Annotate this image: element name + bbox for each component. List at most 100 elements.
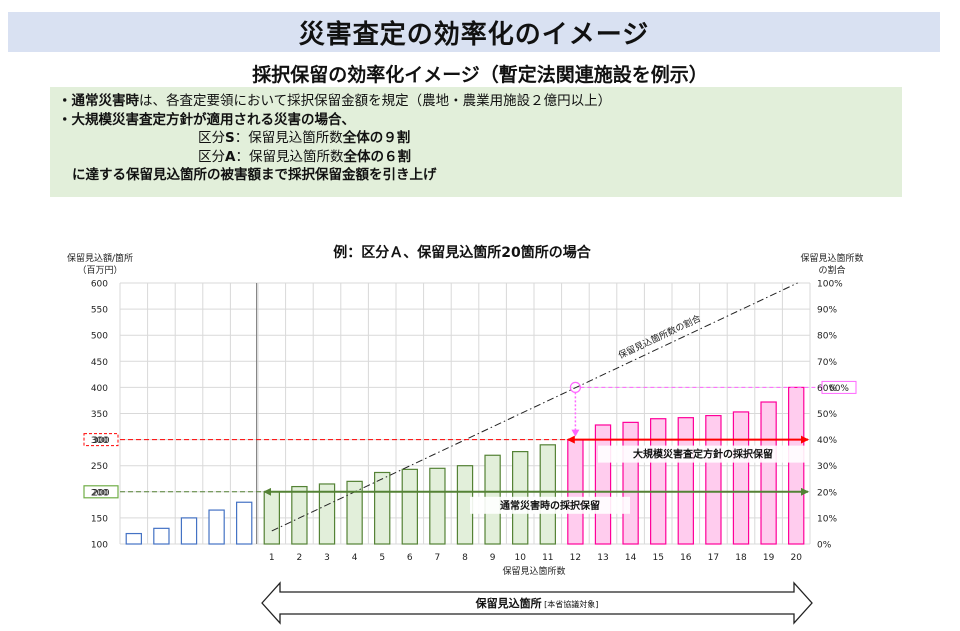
bar — [429, 467, 446, 545]
y2-tick-label: 0% — [817, 541, 832, 551]
bar — [650, 418, 667, 545]
y2-tick-label: 50% — [817, 410, 837, 420]
bar — [236, 501, 253, 545]
x-tick-label: 3 — [324, 553, 330, 563]
y-tick-label: 200 — [91, 488, 108, 498]
y2-tick-label: 20% — [817, 488, 837, 498]
bar — [208, 509, 225, 545]
page-title: 災害査定の効率化のイメージ — [298, 19, 650, 50]
bar — [291, 485, 308, 545]
note-line-1-head: ・通常災害時 — [58, 93, 139, 109]
x-tick-label: 2 — [297, 553, 303, 563]
x-tick-label: 6 — [407, 553, 413, 563]
y-tick-label: 150 — [91, 514, 108, 524]
x-tick-label: 15 — [652, 553, 663, 563]
threshold-large-value: 300 — [92, 436, 109, 446]
bottom-range-label: 保留見込箇所 [本省協議対象] — [475, 596, 599, 610]
bar — [401, 468, 418, 545]
threshold-large-box — [83, 433, 119, 447]
ratio-threshold-box — [821, 380, 857, 394]
x-tick-label: 16 — [680, 553, 692, 563]
note-line-2: ・大規模災害査定方針が適用される災害の場合、 — [58, 111, 355, 128]
chart-grid — [119, 282, 811, 545]
bottom-range-arrow — [261, 581, 813, 625]
chart-title: 例：区分Ａ、保留見込箇所20箇所の場合 — [333, 244, 591, 261]
note-box: ・通常災害時は、各査定要領において採択保留金額を規定（農地・農業用施設２億円以上… — [50, 87, 902, 197]
bar — [539, 444, 556, 545]
ratio-threshold-value: 60% — [829, 384, 849, 394]
x-tick-label: 20 — [790, 553, 802, 563]
x-tick-label: 12 — [570, 553, 581, 563]
x-axis-label: 保留見込箇所数 — [502, 565, 565, 577]
bar — [125, 532, 142, 545]
y2-axis-label-line2: の割合 — [818, 264, 845, 276]
x-tick-label: 5 — [379, 553, 385, 563]
bar — [594, 424, 612, 545]
note-line-1: ・通常災害時は、各査定要領において採択保留金額を規定（農地・農業用施設２億円以上… — [58, 92, 902, 111]
ratio-line — [271, 282, 798, 532]
bar — [318, 483, 336, 545]
note-line-3-c: ：保留見込箇所数 — [234, 130, 343, 146]
y-tick-label: 500 — [91, 332, 108, 342]
ratio-line-label: 保留見込箇所数の割合 — [616, 312, 703, 361]
bar — [732, 411, 750, 545]
bar — [677, 417, 694, 545]
title-bar: 災害査定の効率化のイメージ — [8, 12, 940, 52]
y-tick-label: 100 — [91, 541, 108, 551]
bar — [622, 421, 639, 545]
y-tick-label: 250 — [91, 462, 108, 472]
normal-hold-label: 通常災害時の採択保留 — [500, 499, 600, 512]
x-tick-label: 10 — [514, 553, 526, 563]
note-line-4: 区分A：保留見込箇所数全体の６割 — [58, 148, 902, 167]
y-axis-label-line2: （百万円） — [77, 265, 122, 276]
bar — [788, 386, 805, 545]
y-axis-label-line1: 保留見込額/箇所 — [67, 252, 133, 264]
ratio-drop-arrowhead — [571, 429, 580, 437]
normal-hold-label-bg — [470, 496, 630, 514]
note-line-4-c: ：保留見込箇所数 — [235, 148, 344, 165]
chart-overlays — [83, 282, 857, 625]
threshold-normal-box — [83, 485, 119, 499]
x-tick-label: 18 — [735, 553, 747, 563]
x-tick-label: 19 — [763, 553, 775, 563]
x-tick-label: 13 — [597, 553, 608, 563]
note-line-4-d: 全体の６割 — [343, 148, 411, 165]
y-tick-label: 300 — [91, 436, 108, 446]
bar — [374, 471, 391, 545]
large-hold-label-bg — [598, 445, 808, 463]
y-tick-label: 400 — [91, 384, 108, 394]
y2-axis-label-line1: 保留見込箇所数 — [800, 252, 863, 264]
y2-tick-label: 90% — [817, 306, 837, 316]
y2-tick-label: 40% — [817, 436, 837, 446]
note-line-3: 区分S：保留見込箇所数全体の９割 — [58, 129, 902, 148]
bar — [263, 491, 280, 545]
bar — [760, 401, 777, 545]
y-tick-label: 350 — [91, 410, 108, 420]
note-line-3-d: 全体の９割 — [342, 130, 411, 146]
y2-tick-label: 60% — [817, 384, 837, 394]
bar — [180, 517, 198, 545]
bar — [346, 480, 363, 545]
x-tick-label: 14 — [625, 553, 637, 563]
x-tick-label: 17 — [708, 553, 719, 563]
x-tick-label: 4 — [352, 553, 358, 563]
y-tick-label: 600 — [91, 280, 108, 290]
y-tick-label: 550 — [91, 306, 108, 316]
note-line-3-b: S — [225, 130, 235, 146]
page-subtitle: 採択保留の効率化イメージ（暫定法関連施設を例示） — [252, 64, 708, 86]
bar — [705, 414, 722, 545]
y2-tick-label: 100% — [817, 280, 843, 290]
x-tick-label: 9 — [490, 553, 496, 563]
x-tick-label: 7 — [435, 553, 441, 563]
note-line-5: に達する保留見込箇所の被害額まで採択保留金額を引き上げ — [72, 167, 437, 183]
bar — [153, 527, 170, 545]
y2-tick-label: 80% — [817, 332, 837, 342]
note-line-4-a: 区分 — [198, 148, 225, 165]
y2-tick-label: 30% — [817, 462, 837, 472]
y2-tick-label: 10% — [817, 514, 837, 524]
x-tick-label: 11 — [542, 553, 553, 563]
x-tick-label: 8 — [462, 553, 468, 563]
note-line-4-b: A — [225, 148, 236, 165]
large-hold-label: 大規模災害査定方針の採択保留 — [633, 448, 773, 461]
threshold-normal-value: 200 — [92, 488, 109, 498]
